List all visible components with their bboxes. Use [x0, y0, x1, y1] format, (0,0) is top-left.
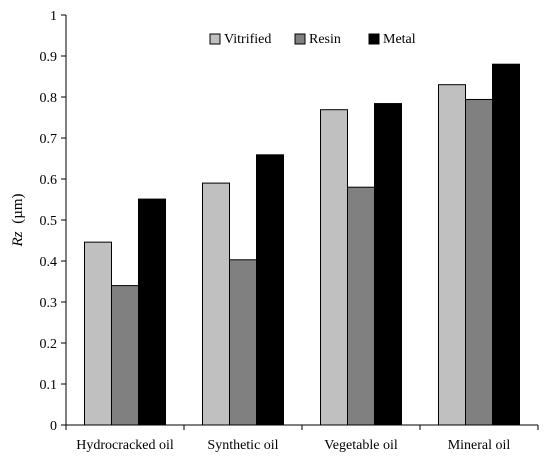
bar-metal-2 — [374, 103, 402, 426]
x-category-label: Mineral oil — [448, 438, 511, 453]
bar-vitrified-1 — [202, 182, 230, 426]
legend-swatch-metal — [368, 33, 380, 45]
bar-vitrified-2 — [320, 109, 348, 426]
bar-metal-3 — [492, 63, 520, 426]
x-ticks — [65, 425, 539, 430]
legend-swatch-vitrified — [209, 33, 221, 45]
y-tick-label: 0.1 — [40, 378, 58, 393]
bar-metal-1 — [256, 154, 284, 426]
bar-resin-1 — [229, 259, 257, 426]
category-labels: Hydrocracked oil Synthetic oil Vegetable o… — [76, 438, 510, 453]
bar-metal-0 — [138, 198, 166, 426]
x-category-label: Hydrocracked oil — [76, 438, 174, 453]
bar-resin-2 — [347, 186, 375, 426]
x-category-label: Synthetic oil — [207, 438, 278, 453]
bar-vitrified-3 — [438, 84, 466, 426]
bar-resin-3 — [465, 98, 493, 426]
legend-label-metal: Metal — [383, 32, 416, 47]
y-tick-label: 0.9 — [40, 50, 58, 65]
y-tick-label: 0.8 — [40, 91, 58, 106]
legend: Vitrified Resin Metal — [209, 32, 416, 47]
y-axis-title: Rz (µm) — [10, 193, 26, 247]
x-category-label: Vegetable oil — [324, 438, 398, 453]
y-tick-label: 1 — [50, 9, 57, 24]
y-tick-label: 0.3 — [40, 296, 58, 311]
bars-layer — [84, 63, 520, 426]
y-tick-label: 0.2 — [40, 337, 58, 352]
y-tick-label: 0 — [50, 419, 57, 434]
y-tick-label: 0.4 — [40, 255, 58, 270]
legend-label-resin: Resin — [309, 32, 341, 47]
legend-label-vitrified: Vitrified — [224, 32, 271, 47]
bar-vitrified-0 — [84, 241, 112, 426]
bar-resin-0 — [111, 285, 139, 426]
y-tick-label: 0.7 — [40, 132, 58, 147]
y-tick-label: 0.6 — [40, 173, 58, 188]
y-axis-unit: (µm) — [10, 193, 26, 223]
legend-swatch-resin — [294, 33, 306, 45]
y-axis-symbol: Rz — [10, 231, 26, 247]
y-tick-label: 0.5 — [40, 214, 58, 229]
y-ticks: 0 0.1 0.2 0.3 0.4 0.5 0.6 0.7 0.8 0.9 1 — [40, 9, 66, 434]
